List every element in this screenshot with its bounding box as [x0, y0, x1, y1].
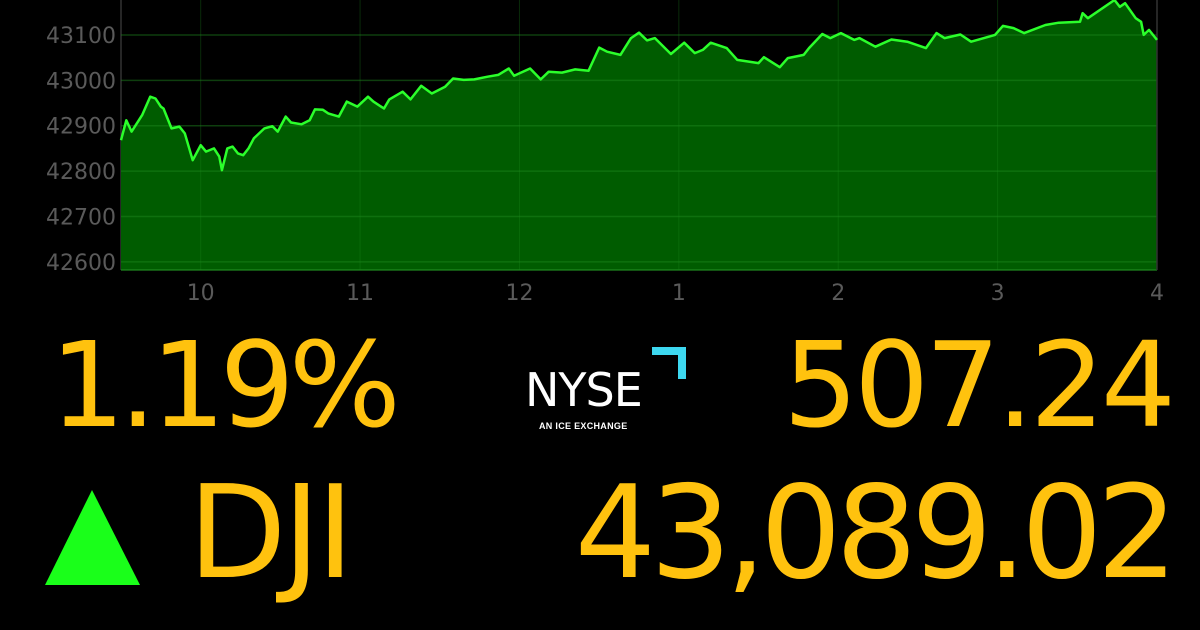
y-tick-label: 42600 [46, 251, 116, 276]
x-tick-label: 2 [831, 281, 845, 306]
nyse-logo-text: NYSE [525, 363, 643, 417]
x-tick-label: 11 [346, 281, 374, 306]
nyse-logo: NYSE AN ICE EXCHANGE [525, 345, 695, 435]
percent-change: 1.19% [50, 316, 401, 454]
area-fill [121, 0, 1157, 270]
triangle-up-icon [45, 490, 140, 585]
x-axis: 10 11 12 1 2 3 4 [187, 281, 1164, 306]
nyse-corner-mark-icon [652, 347, 686, 379]
nyse-logo-tagline: AN ICE EXCHANGE [539, 421, 628, 431]
y-tick-label: 43000 [46, 69, 116, 94]
x-tick-label: 1 [672, 281, 686, 306]
x-tick-label: 12 [505, 281, 533, 306]
last-price: 43,089.02 [574, 459, 1178, 608]
y-tick-label: 43100 [46, 24, 116, 49]
gridlines [121, 0, 1158, 271]
y-tick-label: 42700 [46, 205, 116, 230]
x-tick-label: 10 [187, 281, 215, 306]
index-symbol: DJI [188, 459, 354, 608]
price-line [119, 0, 1158, 172]
x-tick-label: 3 [991, 281, 1005, 306]
point-change: 507.24 [783, 316, 1176, 454]
y-tick-label: 42800 [46, 160, 116, 185]
y-axis: 42600 42700 42800 42900 43000 43100 [46, 24, 116, 276]
y-tick-label: 42900 [46, 115, 116, 140]
x-tick-label: 4 [1150, 281, 1164, 306]
